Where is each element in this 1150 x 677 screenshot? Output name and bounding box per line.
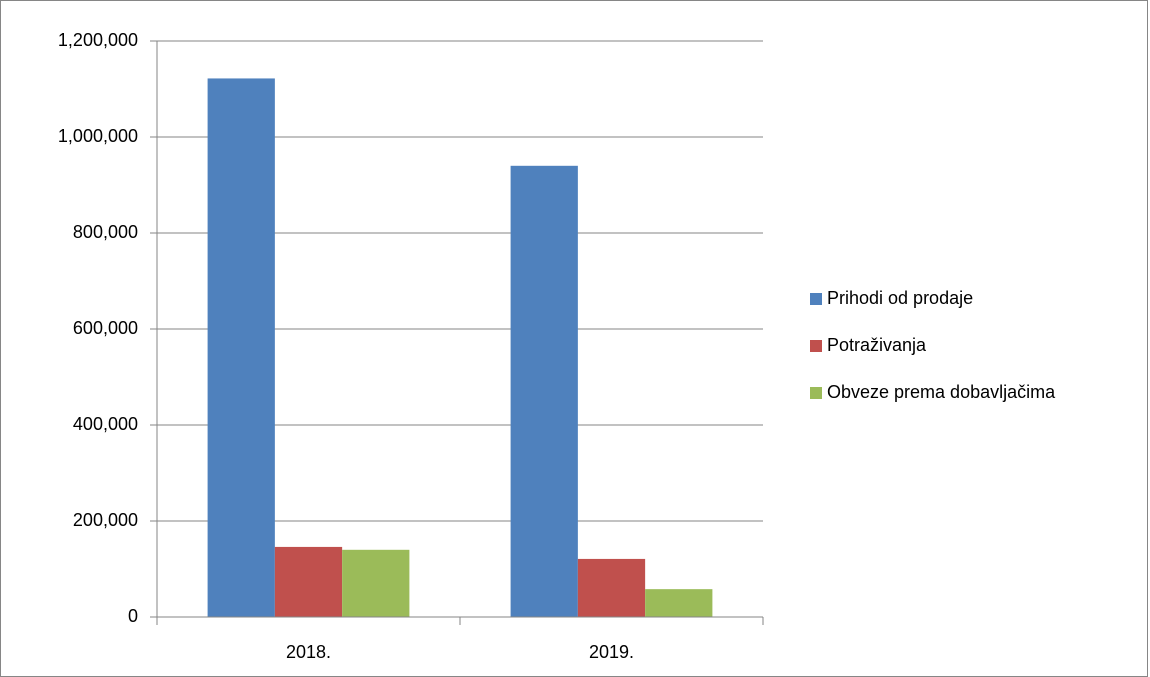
bar bbox=[645, 589, 713, 617]
legend-label: Prihodi od prodaje bbox=[827, 288, 973, 308]
y-tick-label: 400,000 bbox=[73, 414, 138, 434]
legend-swatch bbox=[810, 340, 822, 352]
y-tick-label: 800,000 bbox=[73, 222, 138, 242]
y-tick-label: 1,000,000 bbox=[58, 126, 138, 146]
bar bbox=[274, 546, 343, 617]
legend-swatch bbox=[810, 293, 822, 305]
legend-label: Potraživanja bbox=[827, 335, 927, 355]
bar bbox=[577, 558, 646, 617]
y-tick-label: 0 bbox=[128, 606, 138, 626]
legend-label: Obveze prema dobavljačima bbox=[827, 382, 1056, 402]
y-tick-label: 1,200,000 bbox=[58, 30, 138, 50]
legend-swatch bbox=[810, 387, 822, 399]
bar bbox=[207, 78, 275, 617]
x-tick-label: 2018. bbox=[286, 642, 331, 662]
bar bbox=[342, 549, 410, 617]
bar bbox=[510, 165, 578, 618]
y-tick-label: 600,000 bbox=[73, 318, 138, 338]
x-tick-label: 2019. bbox=[589, 642, 634, 662]
y-tick-label: 200,000 bbox=[73, 510, 138, 530]
